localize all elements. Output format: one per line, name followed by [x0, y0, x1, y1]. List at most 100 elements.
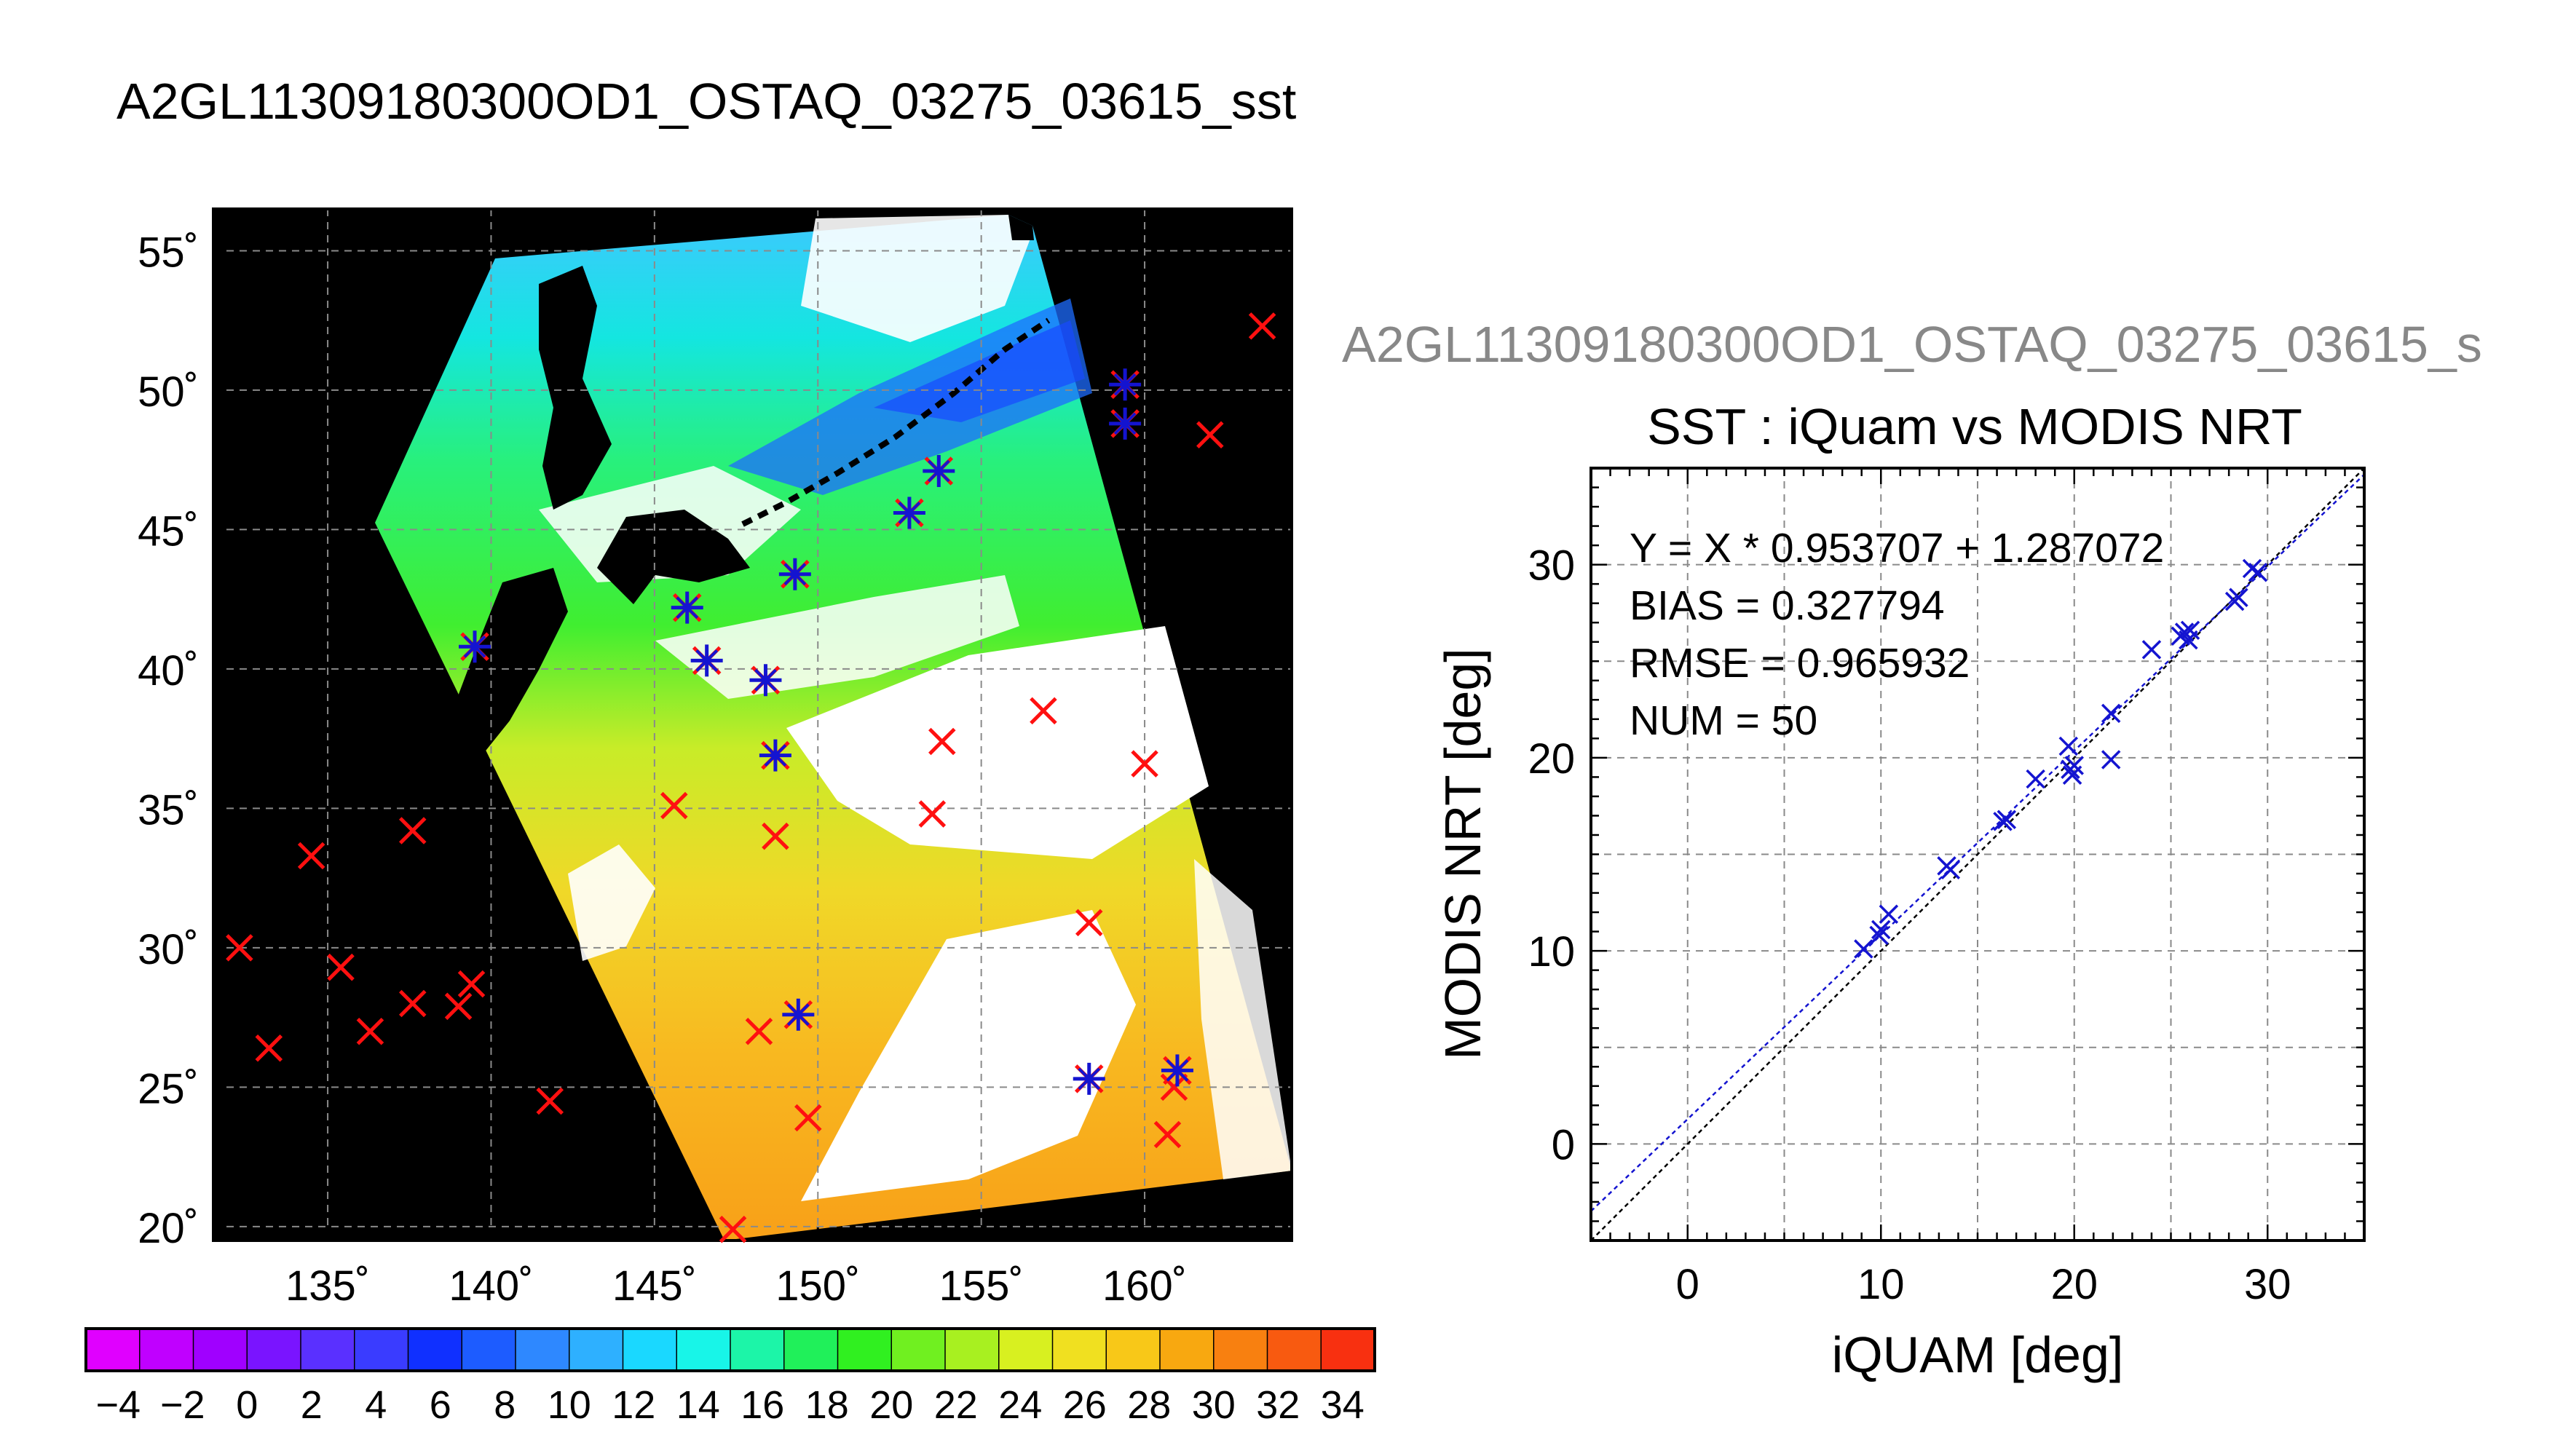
stats-line: NUM = 50 — [1630, 697, 1817, 744]
scatter-point — [1940, 860, 1961, 879]
stats-line: RMSE = 0.965932 — [1630, 640, 1970, 687]
scatter-point-stroke — [1993, 812, 2013, 831]
colorbar-tick-label: 20 — [869, 1383, 913, 1427]
matched-marker — [923, 454, 955, 487]
scatter-point — [2058, 736, 2079, 756]
colorbar-cell — [461, 1328, 517, 1372]
cloud-mask — [786, 626, 1209, 859]
colorbar-tick-label: 26 — [1063, 1383, 1107, 1427]
matched-marker-blue — [1078, 1067, 1101, 1091]
colorbar-cell — [85, 1328, 141, 1372]
scatter-point-stroke — [1940, 860, 1961, 879]
scatter-point — [1993, 812, 2013, 831]
x-tick-label: 20 — [2050, 1261, 2098, 1308]
colorbar-tick-label: −4 — [95, 1383, 141, 1427]
matched-marker — [671, 591, 703, 624]
unmatched-marker — [1075, 909, 1103, 937]
lon-tick-label: 140˚ — [449, 1262, 533, 1310]
scatter-header: A2GL11309180300OD1_OSTAQ_03275_03615_s — [1342, 316, 2482, 373]
scatter-point-stroke — [2229, 587, 2248, 607]
colorbar-tick-label: 32 — [1256, 1383, 1300, 1427]
matched-marker — [1161, 1054, 1193, 1087]
unmatched-marker — [1153, 1120, 1182, 1149]
scatter-point — [2229, 587, 2248, 607]
matched-marker-blue — [783, 563, 807, 586]
colorbar-cell — [837, 1328, 893, 1372]
unmatched-marker — [398, 817, 427, 844]
colorbar-cell — [1266, 1328, 1322, 1372]
scatter-point — [2180, 620, 2200, 641]
matched-marker-blue — [1113, 373, 1137, 396]
colorbar-tick-label: 0 — [236, 1383, 258, 1427]
matched-marker — [782, 998, 815, 1031]
unmatched-marker-stroke — [444, 992, 473, 1021]
lat-tick-label: 55˚ — [138, 229, 199, 276]
unmatched-marker — [1248, 312, 1276, 340]
colorbar-cell — [622, 1328, 678, 1372]
lat-tick-label: 35˚ — [138, 786, 199, 834]
scatter-point-stroke — [1854, 939, 1873, 959]
unmatched-marker-stroke — [457, 970, 486, 998]
colorbar-cell — [515, 1328, 570, 1372]
scatter-point-stroke — [2026, 769, 2045, 789]
unmatched-marker-stroke — [327, 953, 355, 981]
matched-marker — [893, 496, 925, 529]
scatter-point-stroke — [2141, 640, 2162, 660]
cloud-mask — [801, 910, 1136, 1201]
regression-line — [1590, 473, 2365, 1212]
scatter-point-stroke — [2248, 562, 2268, 582]
x-tick-labels: 0 10 20 30 — [1676, 1261, 2291, 1308]
scatter-point-stroke — [1879, 904, 1899, 924]
colorbar-cell — [1320, 1328, 1376, 1372]
stats-line: BIAS = 0.327794 — [1630, 582, 1945, 629]
colorbar-cell — [1051, 1328, 1107, 1372]
lat-tick-label: 30˚ — [138, 926, 199, 973]
land-mass — [539, 266, 612, 510]
matched-marker-blue — [463, 635, 486, 658]
matched-marker-blue — [1166, 1059, 1189, 1082]
colorbar-cell — [676, 1328, 732, 1372]
land-mass — [1008, 215, 1034, 240]
lat-tick-label: 20˚ — [138, 1205, 199, 1252]
scatter-point — [2248, 562, 2268, 582]
scatter-grid — [1591, 468, 2364, 1241]
unmatched-marker-stroke — [536, 1087, 564, 1115]
matched-marker — [778, 558, 811, 590]
lon-tick-label: 160˚ — [1102, 1262, 1187, 1310]
scatter-point-stroke — [2058, 736, 2079, 756]
unmatched-marker-stroke — [660, 791, 688, 820]
scatter-point-stroke — [2064, 756, 2084, 775]
unmatched-marker — [398, 989, 427, 1018]
unmatched-marker-stroke — [918, 800, 947, 828]
matched-marker-blue — [676, 596, 699, 620]
scatter-point — [1869, 925, 1889, 946]
lon-tick-label: 150˚ — [775, 1262, 860, 1310]
lon-tick-label: 135˚ — [285, 1262, 370, 1310]
colorbar-cell — [354, 1328, 409, 1372]
cloud-mask — [1194, 859, 1292, 1179]
lon-tick-label: 145˚ — [612, 1262, 697, 1310]
unmatched-marker-stroke — [719, 1215, 747, 1243]
unmatched-marker — [226, 934, 253, 962]
unmatched-marker-stroke — [1030, 697, 1057, 725]
cloud-mask — [568, 844, 655, 961]
matched-marker — [749, 664, 782, 697]
scatter-point — [2064, 756, 2084, 775]
plot-frame — [1590, 467, 2366, 1242]
scatter-point — [2026, 769, 2045, 789]
unmatched-marker-stroke — [398, 817, 427, 844]
x-tick-label: 0 — [1676, 1261, 1699, 1308]
scatter-point — [2242, 558, 2262, 579]
scatter-point-stroke — [2242, 558, 2262, 579]
colorbar-cell — [300, 1328, 355, 1372]
matched-marker-blue — [754, 668, 777, 692]
land-mass — [597, 510, 750, 604]
colorbar-cell — [783, 1328, 839, 1372]
colorbar-frame — [84, 1327, 1376, 1372]
unmatched-marker — [297, 842, 325, 870]
scatter-lines — [1590, 467, 2365, 1241]
colorbar-cell — [1105, 1328, 1161, 1372]
kuril-islands — [741, 317, 1051, 527]
stats-block: Y = X * 0.953707 + 1.287072 BIAS = 0.3277… — [1630, 525, 2164, 744]
